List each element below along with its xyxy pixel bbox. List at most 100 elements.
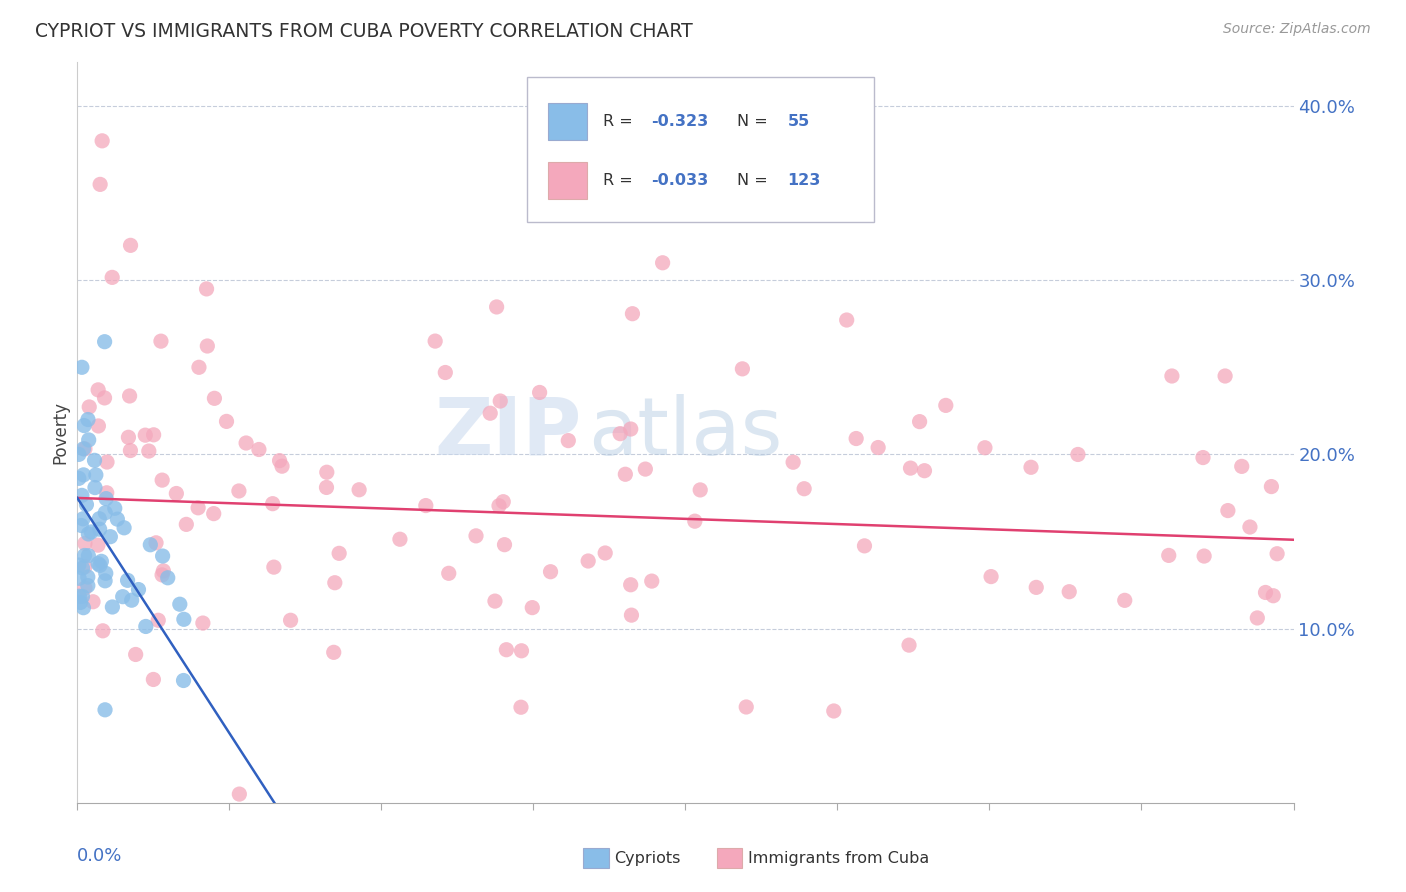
Point <box>823 704 845 718</box>
Point <box>67 447 90 461</box>
Point <box>900 461 922 475</box>
Point <box>173 612 195 626</box>
Point <box>853 539 876 553</box>
Point <box>70 518 93 533</box>
Point <box>1263 589 1285 603</box>
Point <box>121 593 143 607</box>
Point <box>557 434 579 448</box>
Point <box>188 360 211 375</box>
Point <box>1192 450 1215 465</box>
Point <box>262 497 284 511</box>
Point <box>620 608 643 623</box>
Point <box>434 366 457 380</box>
Point <box>634 462 657 476</box>
Point <box>235 436 257 450</box>
Point <box>149 334 172 348</box>
Point <box>156 571 179 585</box>
Point <box>67 571 90 585</box>
Point <box>1216 503 1239 517</box>
Point <box>1067 447 1090 461</box>
Text: R =: R = <box>603 114 637 129</box>
Point <box>112 521 135 535</box>
Point <box>614 467 637 482</box>
Point <box>139 538 162 552</box>
Point <box>90 554 112 568</box>
Point <box>1161 369 1184 384</box>
Point <box>510 644 533 658</box>
Point <box>67 558 90 572</box>
Point <box>77 400 100 414</box>
Point <box>82 595 104 609</box>
Point <box>77 549 100 563</box>
Text: Immigrants from Cuba: Immigrants from Cuba <box>748 851 929 865</box>
Point <box>269 453 291 467</box>
Point <box>228 787 250 801</box>
Point <box>908 415 931 429</box>
Point <box>609 426 631 441</box>
Point <box>150 473 173 487</box>
Point <box>72 590 94 604</box>
Point <box>94 703 117 717</box>
Point <box>80 524 103 539</box>
Point <box>195 282 218 296</box>
Point <box>621 307 644 321</box>
Point <box>94 506 117 520</box>
Point <box>72 467 94 482</box>
Point <box>1192 549 1215 563</box>
Point <box>89 522 111 536</box>
Point <box>77 433 100 447</box>
Point <box>69 595 91 609</box>
Point <box>165 486 187 500</box>
Point <box>72 600 94 615</box>
Point <box>87 419 110 434</box>
Point <box>73 442 96 456</box>
Point <box>425 334 447 348</box>
Point <box>101 599 124 614</box>
Text: atlas: atlas <box>588 393 783 472</box>
Point <box>87 383 110 397</box>
Point <box>83 453 105 467</box>
Point <box>142 427 165 442</box>
Point <box>111 590 134 604</box>
Point <box>118 389 141 403</box>
Point <box>73 418 96 433</box>
Text: ZIP: ZIP <box>434 393 582 472</box>
Point <box>1025 580 1047 594</box>
Point <box>84 481 107 495</box>
Point <box>793 482 815 496</box>
Text: 55: 55 <box>787 114 810 129</box>
Point <box>117 430 139 444</box>
Point <box>1114 593 1136 607</box>
Point <box>315 480 337 494</box>
Point <box>247 442 270 457</box>
Point <box>914 464 936 478</box>
Point <box>689 483 711 497</box>
Point <box>1157 549 1180 563</box>
Point <box>67 471 90 485</box>
Point <box>620 578 643 592</box>
Point <box>529 385 551 400</box>
Point <box>1265 547 1288 561</box>
Point <box>76 570 98 584</box>
Point <box>845 432 868 446</box>
Point <box>135 619 157 633</box>
Point <box>1057 584 1080 599</box>
Point <box>540 565 562 579</box>
Point <box>73 559 96 574</box>
Point <box>176 517 198 532</box>
Point <box>641 574 664 588</box>
Point <box>173 673 195 688</box>
Point <box>1019 460 1042 475</box>
Point <box>120 238 142 252</box>
Text: R =: R = <box>603 173 637 188</box>
Point <box>489 394 512 409</box>
Point <box>98 530 121 544</box>
FancyBboxPatch shape <box>548 103 586 140</box>
Point <box>322 645 344 659</box>
Point <box>87 557 110 571</box>
Point <box>124 648 146 662</box>
Point <box>73 581 96 595</box>
Text: 123: 123 <box>787 173 821 188</box>
Text: Cypriots: Cypriots <box>614 851 681 865</box>
Text: N =: N = <box>737 114 772 129</box>
